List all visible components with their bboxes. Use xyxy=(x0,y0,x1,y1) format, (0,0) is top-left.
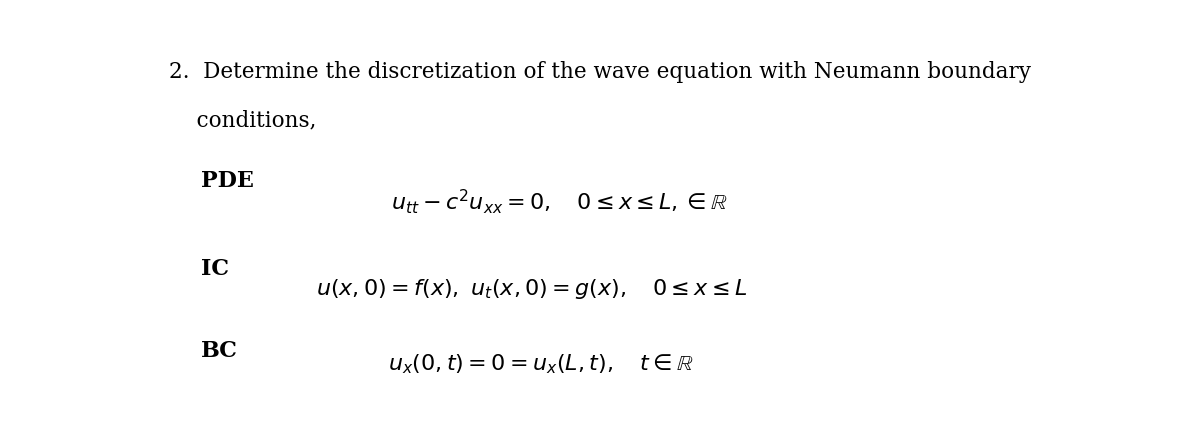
Text: 2.  Determine the discretization of the wave equation with Neumann boundary: 2. Determine the discretization of the w… xyxy=(168,61,1031,83)
Text: BC: BC xyxy=(202,340,238,362)
Text: PDE: PDE xyxy=(202,170,254,192)
Text: $u_{tt} - c^2u_{xx} = 0, \quad 0 \leq x \leq L, \in \mathbb{R}$: $u_{tt} - c^2u_{xx} = 0, \quad 0 \leq x … xyxy=(391,187,727,216)
Text: $u(x,0) = f(x),\ u_t(x,0) = g(x), \quad 0 \leq x \leq L$: $u(x,0) = f(x),\ u_t(x,0) = g(x), \quad … xyxy=(316,276,748,301)
Text: $u_x(0,t) = 0 = u_x(L,t), \quad t \in \mathbb{R}$: $u_x(0,t) = 0 = u_x(L,t), \quad t \in \m… xyxy=(388,352,694,376)
Text: conditions,: conditions, xyxy=(168,110,316,131)
Text: IC: IC xyxy=(202,258,229,280)
